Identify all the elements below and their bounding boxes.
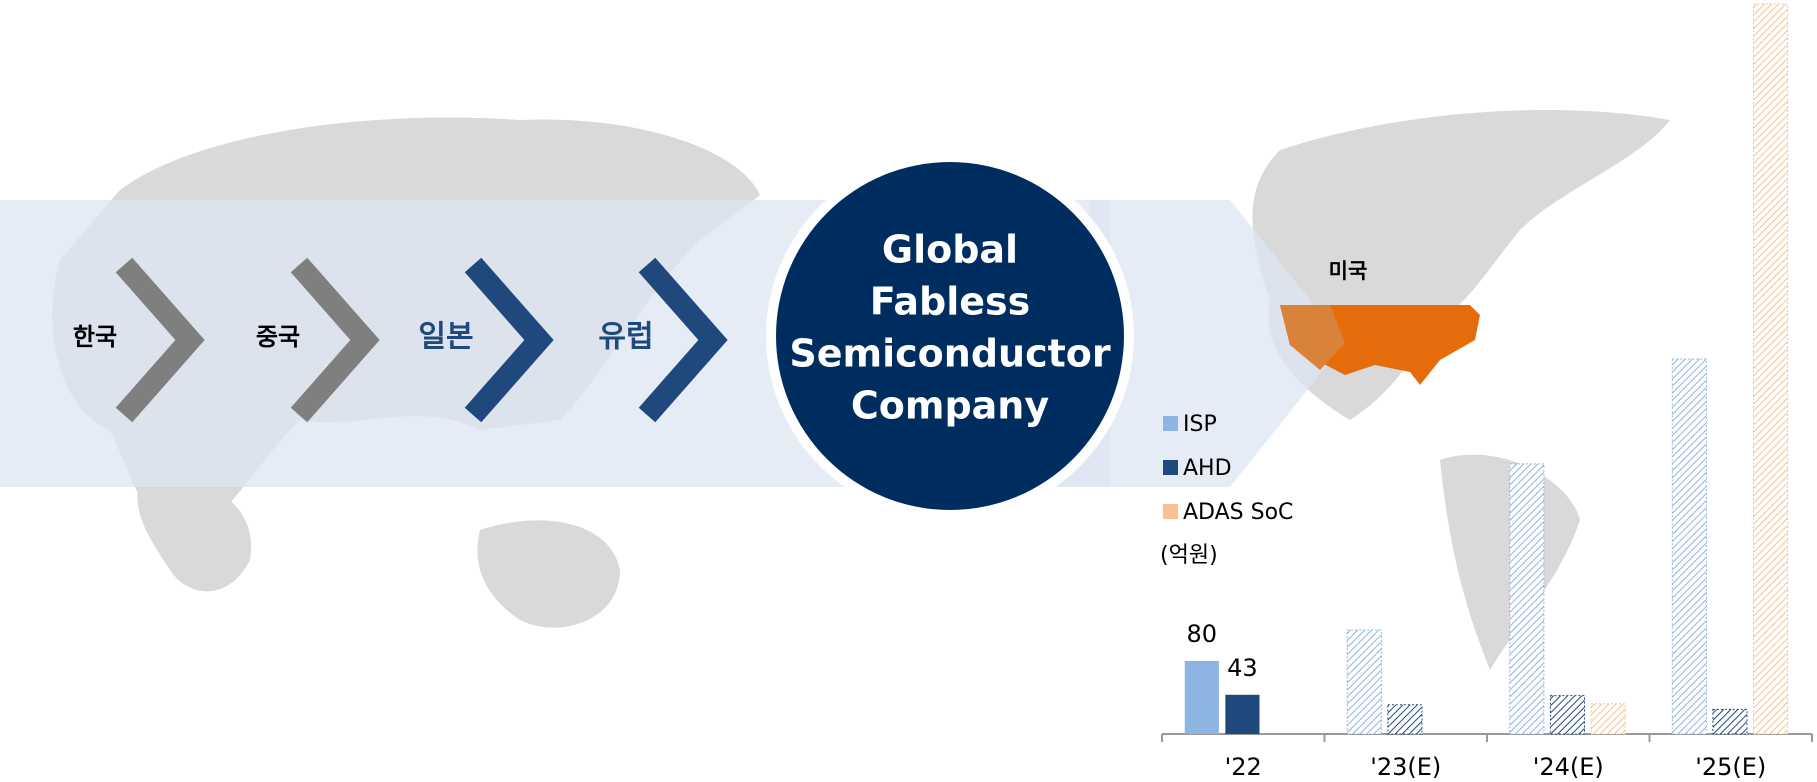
- step-label: 한국: [73, 323, 117, 351]
- flow-arrow: [1060, 200, 1345, 487]
- region-label: 미국: [1329, 259, 1368, 283]
- chevron: [290, 257, 380, 423]
- bar: [1549, 695, 1585, 735]
- usa-west: [1280, 305, 1345, 370]
- bar: [1671, 358, 1707, 735]
- legend-label: ISP: [1183, 412, 1217, 437]
- bar: [1712, 708, 1748, 735]
- bar: [1225, 694, 1260, 734]
- bar: [1509, 463, 1545, 735]
- legend-label: AHD: [1183, 456, 1232, 481]
- center-label: Semiconductor: [789, 332, 1110, 376]
- bar: [1184, 661, 1219, 734]
- data-label: 80: [1187, 620, 1218, 648]
- chevron: [464, 257, 554, 423]
- center-label: Company: [851, 384, 1049, 428]
- legend-swatch: [1163, 504, 1178, 519]
- step-label: 유럽: [598, 320, 653, 355]
- x-tick-label: '25(E): [1695, 753, 1766, 781]
- bar: [1753, 3, 1789, 735]
- step-label: 일본: [418, 320, 473, 355]
- step-label: 중국: [256, 323, 300, 351]
- bar: [1346, 629, 1382, 735]
- x-tick-label: '22: [1225, 753, 1262, 781]
- data-label: 43: [1227, 654, 1258, 682]
- unit-label: (억원): [1160, 543, 1218, 568]
- center-circle: [776, 162, 1124, 510]
- legend-swatch: [1163, 460, 1178, 475]
- chevron: [638, 257, 728, 423]
- bar: [1590, 703, 1626, 735]
- x-tick-label: '24(E): [1533, 753, 1604, 781]
- center-label: Fabless: [870, 280, 1031, 324]
- bar: [1387, 704, 1423, 735]
- center-label: Global: [882, 228, 1018, 272]
- x-tick-label: '23(E): [1370, 753, 1441, 781]
- legend-swatch: [1163, 416, 1178, 431]
- legend-label: ADAS SoC: [1183, 500, 1293, 525]
- chevron: [115, 257, 205, 423]
